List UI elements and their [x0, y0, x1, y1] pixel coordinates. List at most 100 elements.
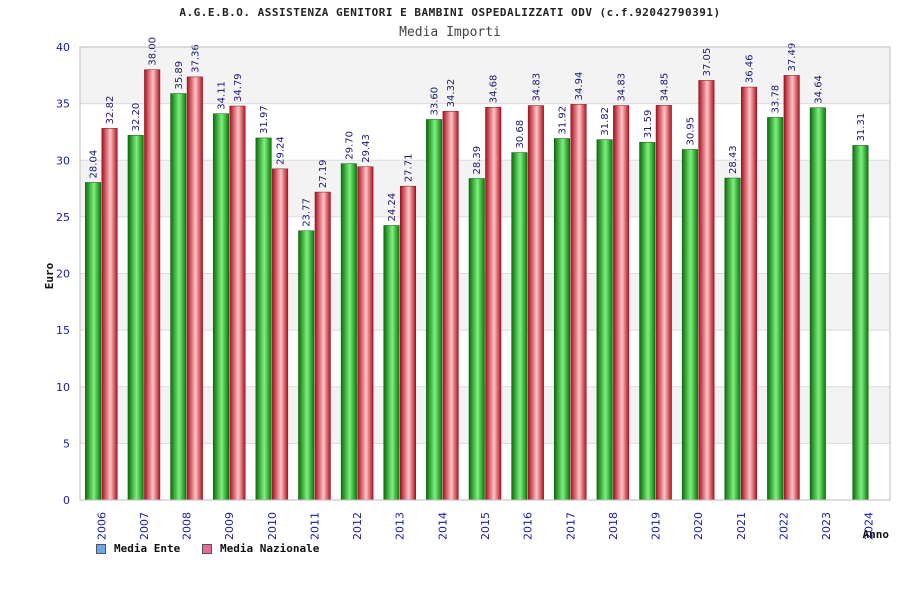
y-tick-label: 20	[56, 268, 70, 281]
bar-media-ente	[681, 149, 698, 501]
x-tick-label: 2006	[95, 512, 108, 540]
bar-media-ente	[255, 137, 272, 501]
bar-media-ente	[426, 119, 443, 501]
data-label: 37.49	[787, 43, 798, 72]
bar-media-ente	[170, 93, 187, 501]
x-tick-label: 2021	[735, 512, 748, 540]
bar-media-nazionale	[314, 191, 331, 501]
data-label: 35.89	[174, 61, 185, 90]
y-tick-label: 15	[56, 324, 70, 337]
bar-media-ente	[724, 177, 741, 501]
y-axis-label: Euro	[43, 262, 56, 289]
bar-media-ente	[468, 178, 485, 501]
x-tick-label: 2007	[138, 512, 151, 540]
data-label: 29.24	[276, 136, 287, 165]
y-tick-label: 5	[63, 437, 70, 450]
bar-media-nazionale	[783, 75, 800, 501]
bar-media-ente	[127, 135, 144, 501]
legend-item-media-ente: Media Ente	[96, 542, 180, 555]
bars	[85, 69, 869, 501]
data-label: 34.83	[531, 73, 542, 102]
bar-media-nazionale	[527, 105, 544, 501]
data-label: 23.77	[302, 198, 313, 227]
data-label: 34.94	[574, 72, 585, 101]
data-label: 33.60	[430, 87, 441, 116]
bar-media-nazionale	[741, 86, 758, 501]
bar-media-nazionale	[399, 185, 416, 501]
legend-label-media-nazionale: Media Nazionale	[220, 542, 320, 555]
x-tick-label: 2024	[863, 512, 876, 540]
bar-media-nazionale	[698, 80, 715, 501]
data-label: 31.82	[600, 107, 611, 136]
x-tick-label: 2013	[394, 512, 407, 540]
bar-media-ente	[511, 152, 528, 501]
x-tick-label: 2017	[564, 512, 577, 540]
bar-media-nazionale	[229, 105, 246, 501]
data-label: 30.68	[515, 120, 526, 149]
bar-media-nazionale	[101, 128, 118, 501]
x-tick-label: 2016	[522, 512, 535, 540]
bar-media-nazionale	[655, 105, 672, 501]
x-tick-label: 2011	[308, 512, 321, 540]
bar-media-ente	[852, 145, 869, 501]
data-label: 38.00	[148, 37, 159, 66]
y-tick-label: 0	[63, 494, 70, 507]
legend-item-media-nazionale: Media Nazionale	[202, 542, 319, 555]
data-label: 24.24	[387, 193, 398, 222]
x-tick-label: 2012	[351, 512, 364, 540]
data-label: 34.11	[216, 81, 227, 110]
data-label: 27.71	[403, 154, 414, 183]
bar-media-nazionale	[570, 104, 587, 501]
data-label: 28.43	[728, 145, 739, 174]
chart-title: A.G.E.B.O. ASSISTENZA GENITORI E BAMBINI…	[179, 6, 721, 19]
x-tick-label: 2010	[266, 512, 279, 540]
x-tick-label: 2019	[650, 512, 663, 540]
bar-media-ente	[298, 230, 315, 501]
data-label: 29.43	[361, 134, 372, 163]
bar-media-ente	[767, 117, 784, 501]
bar-media-ente	[809, 107, 826, 501]
data-label: 29.70	[344, 131, 355, 160]
data-label: 32.20	[131, 103, 142, 132]
x-tick-label: 2009	[223, 512, 236, 540]
y-tick-labels: 0 5 10 15 20 25 30 35 40	[56, 41, 70, 507]
x-tick-label: 2022	[777, 512, 790, 540]
data-label: 31.92	[558, 106, 569, 135]
bar-media-nazionale	[144, 69, 161, 501]
bar-media-nazionale	[186, 76, 203, 501]
x-tick-label: 2023	[820, 512, 833, 540]
axes	[79, 46, 891, 501]
x-tick-labels: 2006 2007 2008 2009 2010 2011 2012 2013 2014 2015…	[95, 512, 875, 540]
data-label: 31.31	[856, 113, 867, 142]
y-tick-label: 10	[56, 381, 70, 394]
data-label: 32.82	[105, 96, 116, 125]
bar-media-nazionale	[485, 106, 502, 501]
x-tick-label: 2020	[692, 512, 705, 540]
data-label: 28.39	[472, 146, 483, 175]
x-axis-label: Anno	[863, 528, 890, 541]
value-labels: 28.04 32.20 35.89 34.11 31.97 23.77 29.70 24.24…	[89, 37, 867, 227]
legend-swatch-media-ente	[96, 543, 106, 554]
data-label: 33.78	[771, 85, 782, 114]
data-label: 31.97	[259, 105, 270, 134]
bar-media-ente	[85, 182, 102, 501]
data-label: 37.36	[190, 44, 201, 73]
x-tick-label: 2015	[479, 512, 492, 540]
chart-subtitle: Media Importi	[399, 25, 501, 40]
data-label: 36.46	[745, 54, 756, 83]
y-tick-label: 30	[56, 154, 70, 167]
bar-media-ente	[596, 139, 613, 501]
data-label: 34.79	[233, 73, 244, 102]
bar-media-nazionale	[613, 105, 630, 501]
bar-media-ente	[554, 138, 571, 501]
data-label: 31.59	[643, 110, 654, 139]
y-tick-label: 35	[56, 98, 70, 111]
data-label: 30.95	[685, 117, 696, 146]
y-tick-label: 25	[56, 211, 70, 224]
bar-media-nazionale	[442, 111, 459, 501]
data-label: 28.04	[89, 150, 100, 179]
data-label: 27.19	[318, 159, 329, 188]
x-tick-label: 2014	[436, 512, 449, 540]
x-tick-label: 2008	[181, 512, 194, 540]
